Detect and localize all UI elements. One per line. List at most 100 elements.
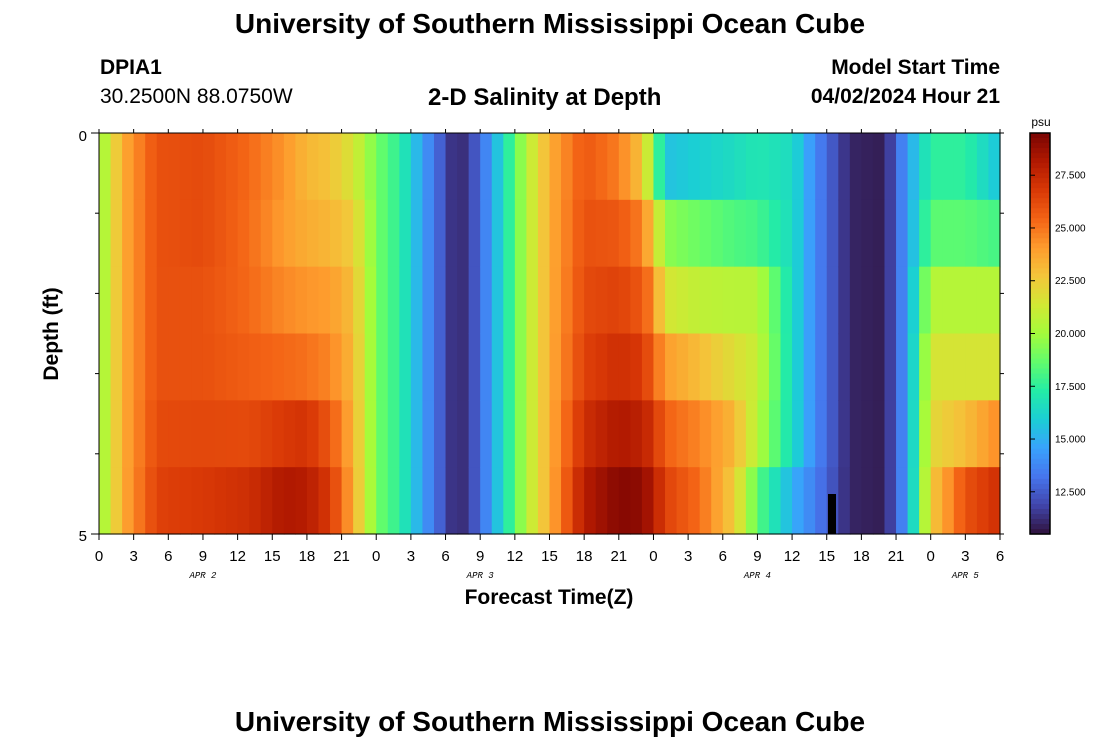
date-label: APR 4 bbox=[743, 571, 771, 581]
heatmap-cell bbox=[214, 266, 227, 335]
heatmap-cell bbox=[861, 199, 874, 268]
heatmap-cell bbox=[145, 400, 158, 468]
colorbar-segment bbox=[1030, 513, 1050, 520]
heatmap-cell bbox=[872, 266, 886, 335]
heatmap-cell bbox=[353, 266, 366, 335]
heatmap-cell bbox=[156, 199, 169, 268]
colorbar-segment bbox=[1030, 323, 1050, 330]
heatmap-cell bbox=[942, 133, 955, 201]
heatmap-cell bbox=[306, 199, 320, 268]
colorbar-segment bbox=[1030, 473, 1050, 480]
heatmap-cell bbox=[653, 133, 666, 201]
heatmap-cell bbox=[584, 266, 597, 335]
heatmap-cell bbox=[722, 467, 735, 535]
heatmap-cell bbox=[676, 133, 689, 201]
heatmap-cell bbox=[353, 133, 366, 201]
colorbar: 12.500 15.000 17.500 20.000 22.500 25.000 27.5… bbox=[1029, 132, 1086, 535]
colorbar-tick-label: 20.000 bbox=[1055, 329, 1086, 340]
heatmap-cell bbox=[491, 400, 504, 468]
colorbar-segment bbox=[1030, 208, 1050, 214]
colorbar-segment bbox=[1030, 203, 1050, 209]
heatmap-cell bbox=[445, 467, 458, 535]
heatmap-cell bbox=[202, 199, 216, 268]
heatmap-cell bbox=[214, 133, 227, 201]
heatmap-cell bbox=[768, 467, 782, 535]
heatmap-cell bbox=[549, 400, 562, 468]
x-tick-label: 0 bbox=[927, 548, 935, 565]
heatmap-cell bbox=[653, 467, 666, 535]
heatmap-cell bbox=[953, 266, 966, 335]
heatmap-cell bbox=[688, 133, 701, 201]
footer-title: University of Southern Mississippi Ocean… bbox=[234, 706, 866, 737]
heatmap-cell bbox=[179, 467, 193, 535]
heatmap-cell bbox=[780, 133, 793, 201]
heatmap-cell bbox=[676, 266, 689, 335]
heatmap-cell bbox=[780, 199, 793, 268]
heatmap-cell bbox=[514, 333, 527, 401]
heatmap-cell bbox=[988, 266, 1001, 335]
heatmap-cell bbox=[965, 333, 978, 401]
colorbar-tick-label: 27.500 bbox=[1055, 171, 1086, 182]
heatmap-cell bbox=[549, 199, 562, 268]
heatmap-cell bbox=[260, 400, 273, 468]
heatmap-cell bbox=[618, 333, 631, 401]
colorbar-segment bbox=[1030, 353, 1050, 360]
heatmap-cell bbox=[965, 467, 978, 535]
heatmap-cell bbox=[757, 467, 770, 535]
heatmap-cell bbox=[734, 199, 747, 268]
heatmap-cell bbox=[99, 266, 112, 335]
heatmap-cell bbox=[237, 467, 250, 535]
heatmap-cell bbox=[930, 133, 943, 201]
heatmap-cell bbox=[618, 467, 631, 535]
heatmap-cell bbox=[260, 266, 273, 335]
heatmap-cell bbox=[861, 400, 874, 468]
heatmap-cell bbox=[214, 467, 227, 535]
heatmap-cell bbox=[330, 133, 343, 201]
x-tick-label: 6 bbox=[996, 548, 1004, 565]
heatmap-cell bbox=[722, 199, 735, 268]
heatmap-cell bbox=[780, 400, 793, 468]
heatmap-cell bbox=[526, 266, 539, 335]
x-tick-label: 6 bbox=[441, 548, 449, 565]
heatmap-cell bbox=[202, 333, 216, 401]
heatmap-cell bbox=[318, 133, 331, 201]
heatmap-cell bbox=[630, 266, 643, 335]
colorbar-tick-label: 22.500 bbox=[1055, 276, 1086, 287]
heatmap-cell bbox=[641, 266, 655, 335]
heatmap-cell bbox=[792, 133, 805, 201]
heatmap-cell bbox=[653, 400, 666, 468]
heatmap-cell bbox=[468, 133, 481, 201]
heatmap-cell bbox=[711, 467, 724, 535]
heatmap-cell bbox=[422, 133, 435, 201]
heatmap-cell bbox=[457, 467, 470, 535]
heatmap-cell bbox=[330, 467, 343, 535]
heatmap-cell bbox=[734, 133, 747, 201]
heatmap-cell bbox=[688, 266, 701, 335]
heatmap-cell bbox=[179, 400, 193, 468]
heatmap-cell bbox=[676, 199, 689, 268]
heatmap-cell bbox=[364, 333, 377, 401]
heatmap-cell bbox=[907, 199, 920, 268]
heatmap-cell bbox=[872, 333, 886, 401]
colorbar-segment bbox=[1030, 283, 1050, 289]
heatmap-cell bbox=[341, 266, 354, 335]
heatmap-cell bbox=[295, 199, 308, 268]
heatmap-cell bbox=[526, 133, 539, 201]
heatmap-cell bbox=[468, 400, 481, 468]
heatmap-cell bbox=[792, 266, 805, 335]
heatmap-cell bbox=[618, 133, 631, 201]
heatmap-cell bbox=[99, 199, 112, 268]
heatmap-cell bbox=[942, 467, 955, 535]
x-tick-label: 6 bbox=[164, 548, 172, 565]
heatmap-cell bbox=[688, 467, 701, 535]
heatmap-cell bbox=[919, 266, 932, 335]
heatmap-cell bbox=[283, 467, 296, 535]
colorbar-tick-label: 25.000 bbox=[1055, 223, 1086, 234]
colorbar-segment bbox=[1030, 238, 1050, 244]
colorbar-segment bbox=[1030, 523, 1050, 530]
heatmap-cell bbox=[815, 133, 828, 201]
heatmap-cell bbox=[768, 266, 782, 335]
heatmap-cell bbox=[745, 266, 759, 335]
colorbar-segment bbox=[1030, 193, 1050, 199]
heatmap-cell bbox=[295, 467, 308, 535]
